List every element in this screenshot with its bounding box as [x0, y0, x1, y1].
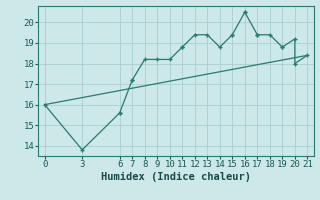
- X-axis label: Humidex (Indice chaleur): Humidex (Indice chaleur): [101, 172, 251, 182]
